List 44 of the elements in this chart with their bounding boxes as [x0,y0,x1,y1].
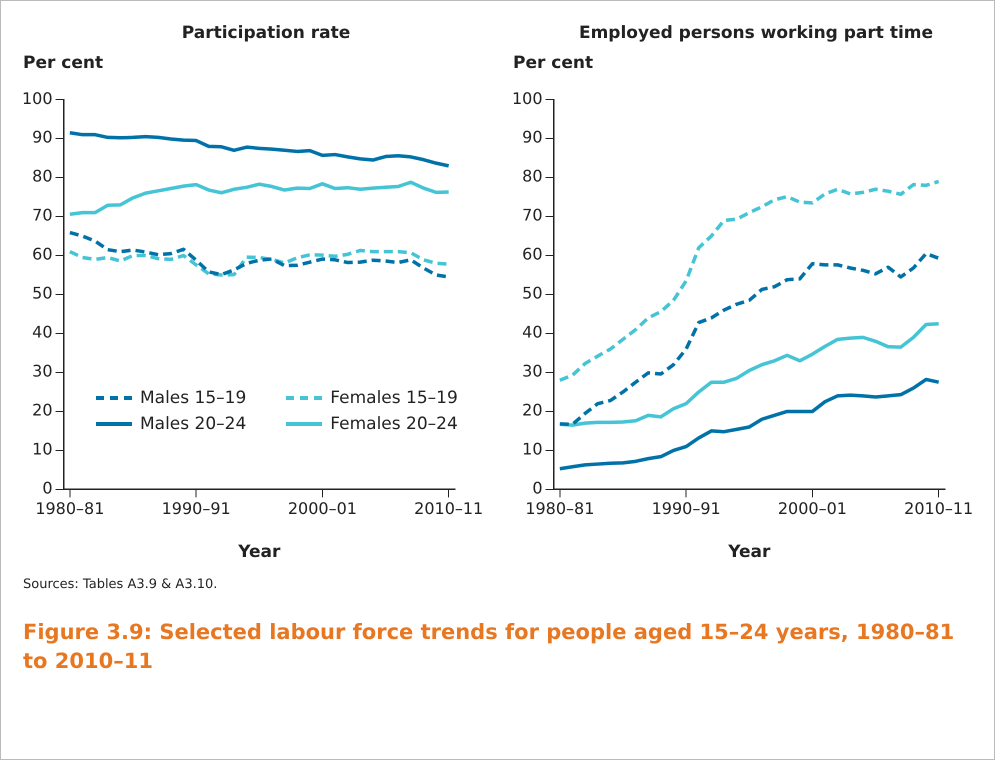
caption: Figure 3.9: Selected labour force trends for people aged 15–24 years, 1980–81 to 2010–11 [23,619,956,676]
y-axis-title: Per cent [23,53,104,75]
x-tick-label: 1980–81 [35,499,104,518]
chart-title: Employed persons working part time [578,23,934,45]
y-tick-label: 10 [32,440,53,459]
line-series [558,180,940,382]
y-tick-label: 90 [32,128,53,147]
y-tick-label: 30 [522,362,543,381]
legend-label: Females 15–19 [330,388,458,408]
y-tick-label: 10 [522,440,543,459]
y-tick-label: 50 [32,284,53,303]
line-series [558,252,940,426]
y-tick-label: 20 [32,400,53,420]
y-tick-label: 100 [22,88,53,108]
x-tick-label: 2000–01 [288,499,357,518]
y-tick-label: 50 [522,284,543,303]
x-tick-label: 2000–01 [778,499,847,518]
y-tick-label: 100 [512,88,543,108]
y-tick-label: 80 [522,166,543,186]
y-axis-title: Per cent [513,53,594,75]
x-tick-label: 1990–91 [652,499,721,518]
y-tick-label: 0 [42,478,53,498]
y-tick-label: 70 [522,206,543,225]
x-axis-title: Year [727,542,771,562]
y-tick-label: 70 [32,206,53,225]
x-tick-label: 1980–81 [525,499,594,518]
y-tick-label: 60 [32,244,53,264]
legend-label: Males 20–24 [140,414,246,434]
y-tick-label: 90 [522,128,543,147]
legend-label: Females 20–24 [330,414,458,434]
legend-label: Males 15–19 [140,388,246,408]
y-tick-label: 60 [522,244,543,264]
y-tick-label: 20 [522,400,543,420]
y-tick-label: 40 [32,322,53,342]
x-axis-title: Year [237,542,281,562]
x-tick-label: 2010–11 [904,499,974,518]
y-tick-label: 30 [32,362,53,381]
source-note: Sources: Tables A3.9 & A3.10. [23,577,218,592]
x-tick-label: 2010–11 [414,499,484,518]
y-tick-label: 80 [32,166,53,186]
y-tick-label: 40 [522,322,543,342]
chart-title: Participation rate [180,23,352,45]
y-tick-label: 0 [532,478,543,498]
x-tick-label: 1990–91 [162,499,231,518]
